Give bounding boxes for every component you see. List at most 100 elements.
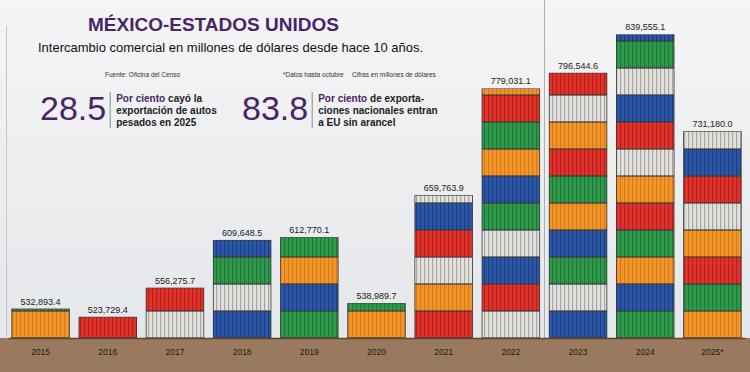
bar bbox=[683, 131, 741, 338]
container bbox=[684, 312, 741, 338]
container bbox=[415, 285, 472, 311]
container bbox=[684, 231, 741, 257]
x-axis: 2015 2016 2017 2018 2019 2020 2021 2022 2023 2024… bbox=[9, 338, 746, 357]
container bbox=[281, 238, 338, 257]
bar bbox=[616, 34, 674, 338]
note: Cifras en millones de dólares bbox=[352, 71, 437, 78]
x-tick-label: 2016 bbox=[98, 347, 117, 357]
container bbox=[281, 285, 338, 311]
container bbox=[214, 285, 271, 311]
container bbox=[348, 304, 405, 311]
x-tick-label: 2019 bbox=[300, 347, 319, 357]
container bbox=[482, 123, 539, 149]
x-tick: 2021 bbox=[434, 338, 453, 357]
x-tick: 2015 bbox=[31, 338, 50, 357]
annotation-number: 83.8 bbox=[242, 89, 308, 127]
x-tick: 2016 bbox=[98, 338, 117, 357]
container bbox=[550, 285, 607, 311]
container bbox=[482, 96, 539, 122]
container bbox=[617, 285, 674, 311]
x-tick: 2020 bbox=[367, 338, 386, 357]
container bbox=[415, 231, 472, 257]
bar bbox=[146, 288, 204, 338]
bar bbox=[482, 88, 540, 338]
x-tick-label: 2020 bbox=[367, 347, 386, 357]
title: MÉXICO-ESTADOS UNIDOS bbox=[88, 14, 339, 35]
bar bbox=[414, 195, 472, 338]
annotation-rule bbox=[110, 92, 111, 128]
annotation-text: pesados en 2025 bbox=[116, 117, 196, 128]
container bbox=[550, 204, 607, 230]
annotation-rule bbox=[312, 92, 313, 128]
data-label: 538,989.7 bbox=[356, 291, 396, 301]
container bbox=[617, 231, 674, 257]
container bbox=[617, 69, 674, 95]
container bbox=[684, 177, 741, 203]
note: *Datos hasta octubre bbox=[283, 71, 344, 78]
container bbox=[684, 285, 741, 311]
container bbox=[550, 150, 607, 176]
x-tick: 2019 bbox=[300, 338, 319, 357]
container bbox=[684, 204, 741, 230]
container bbox=[550, 177, 607, 203]
container bbox=[12, 312, 69, 338]
data-label: 731,180.0 bbox=[692, 119, 732, 129]
x-tick: 2018 bbox=[233, 338, 252, 357]
container bbox=[617, 123, 674, 149]
x-tick-label: 2021 bbox=[434, 347, 453, 357]
container bbox=[617, 258, 674, 284]
data-label: 839,555.1 bbox=[625, 22, 665, 32]
data-label: 779,031.1 bbox=[491, 76, 531, 86]
container bbox=[617, 177, 674, 203]
container bbox=[617, 42, 674, 68]
bar bbox=[79, 317, 137, 338]
chart-container: MÉXICO-ESTADOS UNIDOS Intercambio comerci… bbox=[0, 0, 750, 372]
x-tick: 2022 bbox=[501, 338, 520, 357]
container bbox=[482, 89, 539, 94]
x-tick-label: 2023 bbox=[569, 347, 588, 357]
container bbox=[482, 231, 539, 257]
y-axis-line bbox=[6, 26, 7, 339]
x-tick: 2023 bbox=[569, 338, 588, 357]
container bbox=[482, 258, 539, 284]
container bbox=[147, 312, 204, 338]
container bbox=[482, 285, 539, 311]
annotation-text: exportación de autos bbox=[116, 105, 217, 116]
bar bbox=[213, 240, 271, 338]
annotation-text: cayó la bbox=[168, 93, 202, 104]
container bbox=[684, 150, 741, 176]
container bbox=[617, 150, 674, 176]
container bbox=[482, 150, 539, 176]
bar bbox=[549, 73, 607, 338]
x-tick: 2017 bbox=[165, 338, 184, 357]
bar bbox=[347, 303, 405, 338]
container bbox=[550, 123, 607, 149]
container bbox=[415, 258, 472, 284]
subtitle: Intercambio comercial en millones de dól… bbox=[38, 40, 423, 55]
annotation-highlight: Por ciento bbox=[116, 93, 165, 104]
bar bbox=[11, 309, 69, 338]
x-tick: 2025* bbox=[701, 338, 724, 357]
container bbox=[415, 204, 472, 230]
plot-area bbox=[11, 34, 741, 338]
background bbox=[0, 0, 750, 372]
x-tick-label: 2024 bbox=[636, 347, 655, 357]
bar bbox=[280, 237, 338, 338]
container bbox=[550, 312, 607, 338]
annotation-text: a EU sin arancel bbox=[318, 117, 395, 128]
x-tick-label: 2022 bbox=[501, 347, 520, 357]
annotation-number: 28.5 bbox=[40, 89, 106, 127]
data-label: 612,770.1 bbox=[289, 225, 329, 235]
data-label: 556,275.7 bbox=[155, 276, 195, 286]
container bbox=[684, 258, 741, 284]
container bbox=[684, 132, 741, 149]
container bbox=[550, 231, 607, 257]
container bbox=[214, 258, 271, 284]
annotation-highlight: Por ciento bbox=[318, 93, 367, 104]
container bbox=[12, 309, 69, 310]
data-label: 796,544.6 bbox=[558, 61, 598, 71]
container bbox=[617, 204, 674, 230]
data-label: 523,729.4 bbox=[88, 305, 128, 315]
container bbox=[617, 96, 674, 122]
container bbox=[214, 312, 271, 338]
